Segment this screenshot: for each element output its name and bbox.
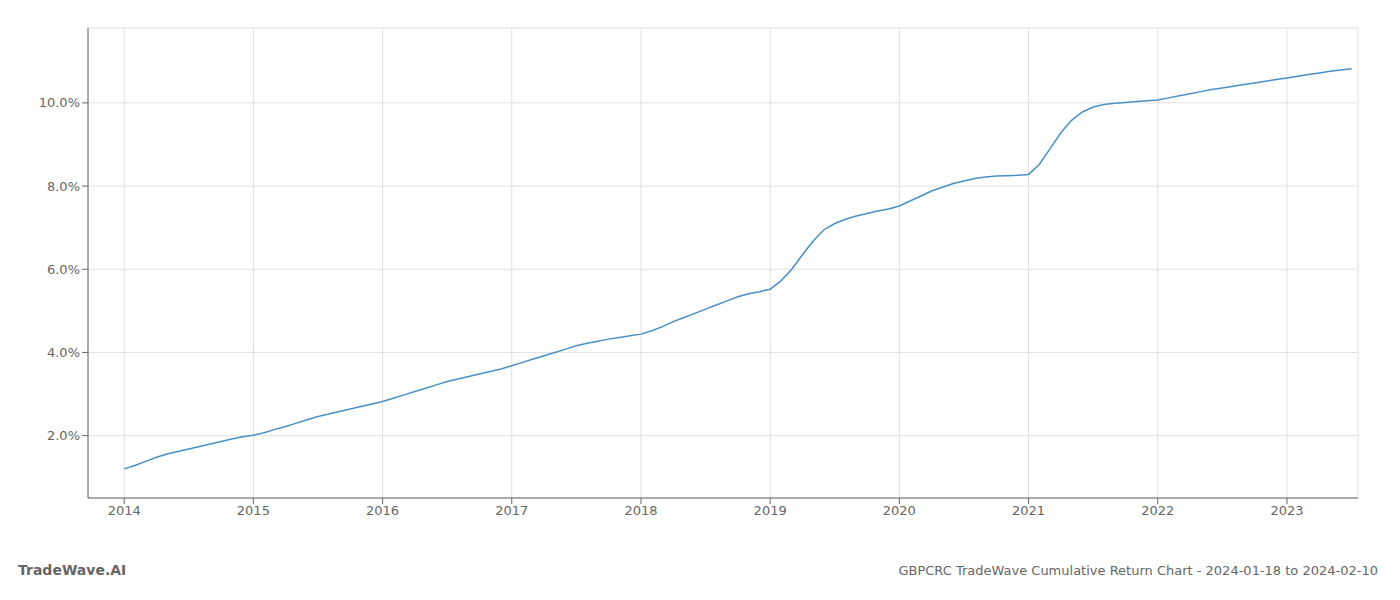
svg-text:2021: 2021 — [1012, 503, 1045, 518]
svg-text:2015: 2015 — [237, 503, 270, 518]
svg-text:2017: 2017 — [495, 503, 528, 518]
svg-text:2014: 2014 — [108, 503, 141, 518]
svg-text:2023: 2023 — [1270, 503, 1303, 518]
svg-text:2.0%: 2.0% — [47, 428, 80, 443]
svg-text:2022: 2022 — [1141, 503, 1174, 518]
svg-text:2019: 2019 — [754, 503, 787, 518]
svg-text:2016: 2016 — [366, 503, 399, 518]
svg-text:8.0%: 8.0% — [47, 179, 80, 194]
html-text:GBPCRC TradeWave Cumulative Re: GBPCRC TradeWave Cumulative Return Chart… — [898, 563, 1378, 578]
svg-text:6.0%: 6.0% — [47, 262, 80, 277]
html-text:TradeWave.AI: TradeWave.AI — [18, 562, 127, 578]
svg-text:4.0%: 4.0% — [47, 345, 80, 360]
svg-text:10.0%: 10.0% — [39, 95, 80, 110]
svg-text:2018: 2018 — [624, 503, 657, 518]
svg-text:2020: 2020 — [883, 503, 916, 518]
